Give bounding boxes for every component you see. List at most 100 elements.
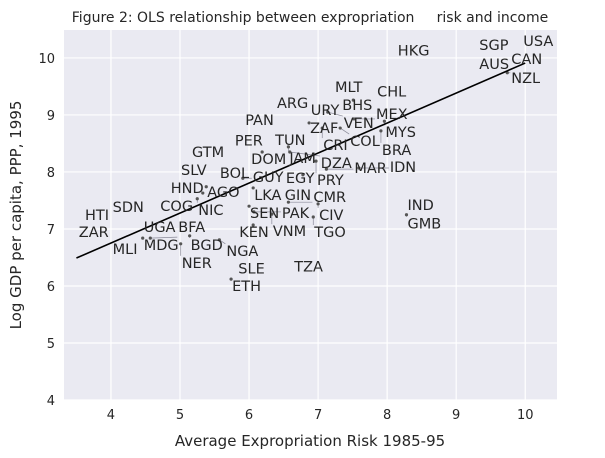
point-label: USA xyxy=(523,34,553,50)
point-marker xyxy=(260,150,264,154)
point-label: GTM xyxy=(192,145,224,161)
point-label: SLE xyxy=(238,262,264,278)
x-tick-label: 5 xyxy=(176,408,184,423)
point-marker xyxy=(288,150,292,154)
point-label: VEN xyxy=(344,116,374,132)
point-label: GIN xyxy=(285,188,311,204)
point-label: ARG xyxy=(277,96,308,112)
point-label: AGO xyxy=(207,185,239,201)
point-marker xyxy=(382,119,386,123)
point-label: PER xyxy=(235,134,263,150)
point-label: TGO xyxy=(313,225,346,241)
point-label: SEN xyxy=(250,206,279,222)
point-label: IDN xyxy=(390,160,416,176)
point-label: ZAF xyxy=(310,121,338,137)
point-label: BOL xyxy=(220,166,249,182)
label-leader-line xyxy=(150,236,178,239)
point-label: AUS xyxy=(479,57,509,73)
point-marker xyxy=(251,186,255,190)
point-label: BFA xyxy=(178,220,205,236)
point-label: ETH xyxy=(232,279,261,295)
point-label: TZA xyxy=(293,260,323,276)
point-label: TUN xyxy=(274,133,305,149)
point-label: PRY xyxy=(317,173,344,189)
point-marker xyxy=(217,238,221,242)
point-marker xyxy=(247,204,251,208)
y-tick-label: 7 xyxy=(47,223,55,238)
point-label: JAM xyxy=(288,151,315,167)
point-label: HND xyxy=(171,181,204,197)
point-label: DOM xyxy=(251,152,286,168)
point-marker xyxy=(307,121,311,125)
y-tick-label: 10 xyxy=(38,52,55,67)
point-marker xyxy=(326,110,330,114)
point-label: NER xyxy=(182,256,212,272)
point-label: BGD xyxy=(191,238,223,254)
x-tick-label: 10 xyxy=(517,408,534,423)
point-marker xyxy=(270,212,274,216)
point-label: SLV xyxy=(181,163,207,179)
point-marker xyxy=(357,166,361,170)
point-label: DZA xyxy=(321,156,352,172)
point-marker xyxy=(252,210,256,214)
point-marker xyxy=(204,185,208,189)
point-marker xyxy=(351,98,355,102)
label-leader-line xyxy=(327,111,343,117)
y-axis-label: Log GDP per capita, PPP, 1995 xyxy=(7,101,25,330)
point-label: MDG xyxy=(144,238,179,254)
point-marker xyxy=(314,159,318,163)
point-label: HKG xyxy=(398,44,430,60)
point-label: HTI xyxy=(85,208,109,224)
point-label: PAN xyxy=(245,113,274,129)
point-marker xyxy=(320,126,324,130)
x-tick-label: 7 xyxy=(314,408,322,423)
y-tick-label: 5 xyxy=(47,337,55,352)
point-label: GMB xyxy=(407,217,441,233)
point-label: CAN xyxy=(511,52,542,68)
label-leaders xyxy=(141,71,511,281)
point-label: SGP xyxy=(479,38,508,54)
point-marker xyxy=(352,117,356,121)
plot-area xyxy=(64,30,557,400)
point-label: BHS xyxy=(342,98,372,114)
point-marker xyxy=(404,213,409,217)
point-label: CMR xyxy=(313,190,346,206)
point-label: ZAR xyxy=(79,225,109,241)
ticks: 4 5 6 7 8 9 10 4 5 6 7 8 9 10 xyxy=(38,52,533,423)
point-label: NZL xyxy=(511,71,540,87)
point-marker xyxy=(338,126,342,130)
point-label: URY xyxy=(311,103,340,119)
point-marker xyxy=(251,223,255,227)
point-label: CIV xyxy=(319,208,343,224)
point-marker xyxy=(201,191,205,195)
point-marker xyxy=(311,215,315,219)
point-label: BRA xyxy=(382,143,411,159)
point-label: LKA xyxy=(254,188,281,204)
point-marker xyxy=(241,176,245,180)
x-tick-label: 6 xyxy=(245,408,253,423)
point-marker xyxy=(286,200,291,204)
point-marker xyxy=(229,277,233,281)
point-label: MYS xyxy=(385,125,416,141)
y-tick-label: 8 xyxy=(47,166,55,181)
point-marker xyxy=(324,167,328,171)
point-label: UGA xyxy=(144,220,176,236)
point-label: MLT xyxy=(335,80,363,96)
point-marker xyxy=(379,129,383,133)
x-tick-label: 4 xyxy=(107,408,115,423)
point-label: COL xyxy=(350,134,380,150)
point-label: MEX xyxy=(376,107,408,123)
chart-title: Figure 2: OLS relationship between expro… xyxy=(72,10,548,26)
label-leader-line xyxy=(339,127,350,135)
point-marker xyxy=(301,173,305,177)
y-tick-label: 9 xyxy=(47,109,55,124)
point-marker xyxy=(188,234,192,238)
point-marker xyxy=(148,236,152,240)
point-marker xyxy=(141,236,145,240)
point-label: GUY xyxy=(253,170,284,186)
point-label: VNM xyxy=(273,224,306,240)
grid xyxy=(64,30,557,401)
x-tick-label: 8 xyxy=(383,408,391,423)
